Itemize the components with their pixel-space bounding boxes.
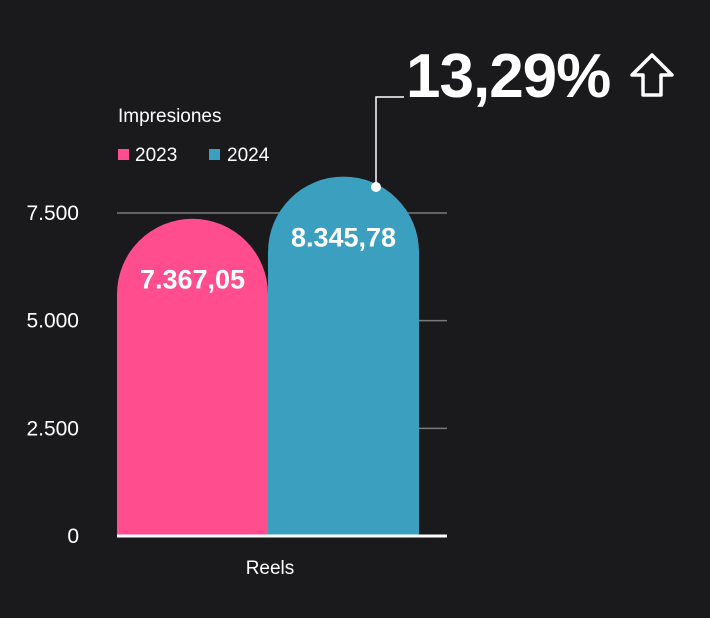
legend-swatch-2023 — [118, 149, 129, 160]
bar-2024 — [268, 176, 419, 536]
annotation-leader-line — [375, 96, 404, 187]
y-tick-label: 2.500 — [26, 417, 79, 440]
legend: Impresiones 2023 2024 — [118, 106, 270, 166]
legend-label-2024: 2024 — [227, 145, 270, 166]
bars: 7.367,05 8.345,78 — [117, 176, 419, 536]
value-label-2023: 7.367,05 — [140, 265, 245, 295]
legend-swatch-2024 — [209, 149, 220, 160]
annotation-dot — [371, 182, 381, 192]
growth-annotation: 13,29% — [371, 42, 674, 192]
growth-percent: 13,29% — [406, 42, 610, 111]
y-tick-label: 0 — [67, 525, 79, 548]
x-category-label: Reels — [246, 558, 295, 579]
y-tick-labels: 0 2.500 5.000 7.500 — [26, 202, 79, 548]
arrow-up-icon — [630, 53, 674, 97]
y-tick-label: 5.000 — [26, 310, 79, 333]
legend-label-2023: 2023 — [135, 145, 177, 166]
y-axis-title: Impresiones — [118, 106, 222, 127]
bar-2023 — [117, 218, 268, 536]
y-tick-label: 7.500 — [26, 202, 79, 225]
value-label-2024: 8.345,78 — [291, 223, 396, 253]
